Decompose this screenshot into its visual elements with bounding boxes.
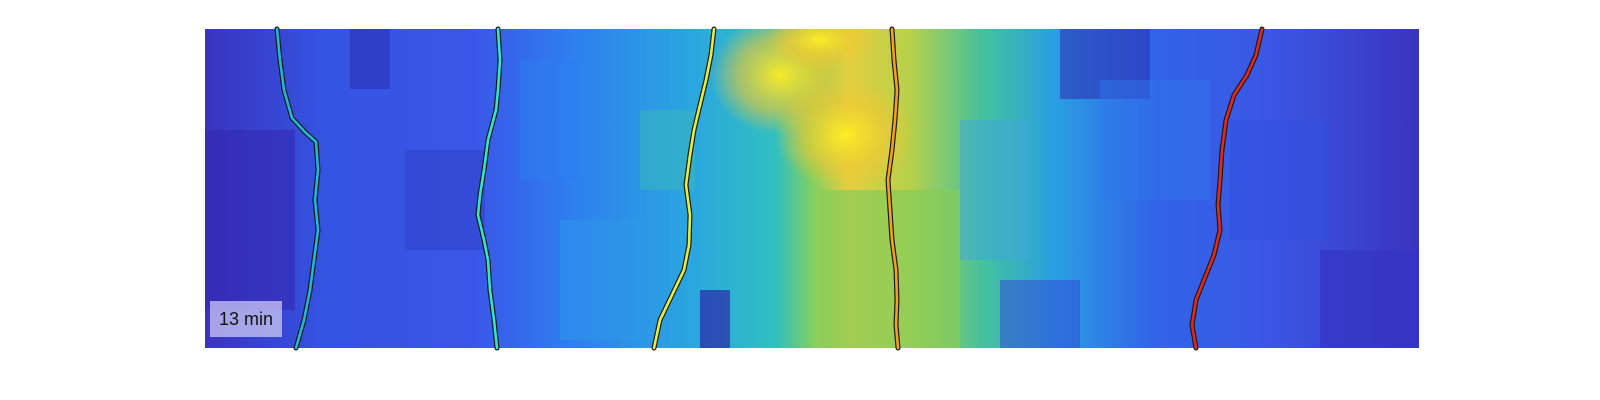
track-2 — [475, 26, 503, 351]
track-5 — [1189, 26, 1265, 351]
timestamp-label: 13 min — [210, 301, 282, 337]
track-1 — [274, 26, 321, 351]
track-3 — [651, 26, 717, 351]
intensity-background — [205, 29, 1419, 348]
track-4 — [885, 26, 901, 351]
trajectory-tracks — [274, 26, 1265, 351]
